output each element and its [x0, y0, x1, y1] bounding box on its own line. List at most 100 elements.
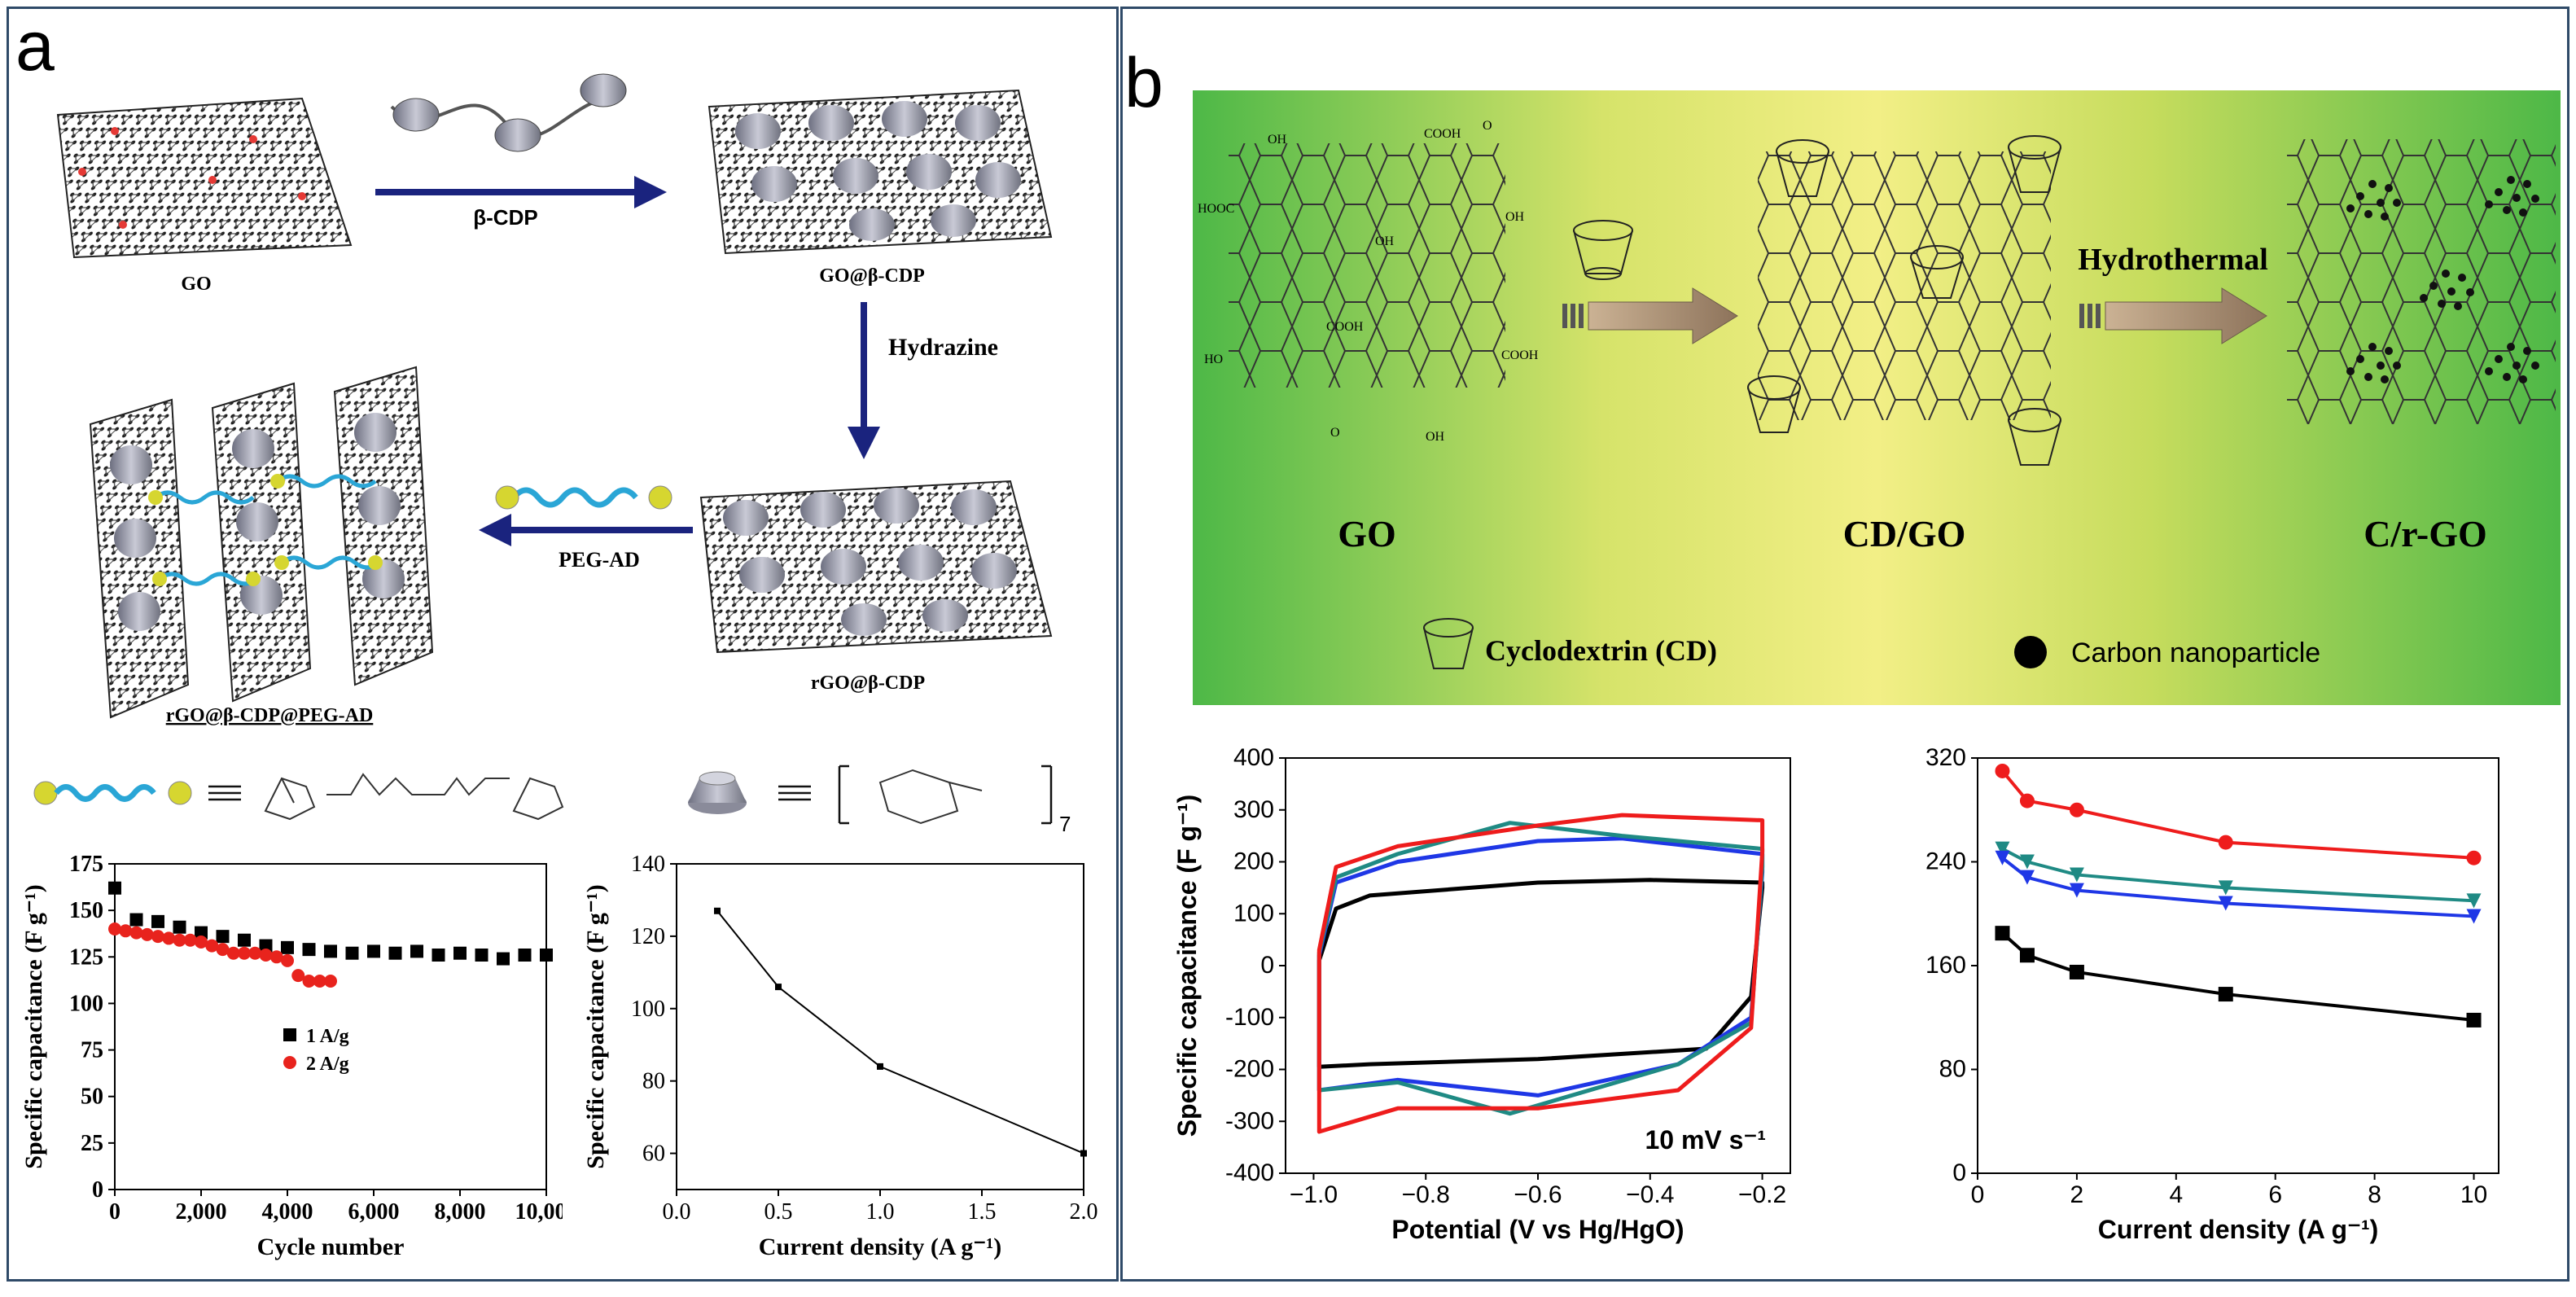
data-point-2Ag: [248, 946, 262, 960]
arrow-go-to-cdgo: [1562, 287, 1738, 344]
data-point-2Ag: [226, 946, 240, 960]
legend-label: 2 A/g: [306, 1054, 349, 1075]
x-tick-label: 6,000: [348, 1199, 400, 1225]
x-tick-label: 6: [2268, 1181, 2282, 1208]
scan-rate-annotation: 10 mV s⁻¹: [1645, 1125, 1766, 1155]
panel-a: a GO β-CDP GO@β-CDP Hy: [7, 7, 1119, 1282]
data-point-blue: [2218, 896, 2233, 911]
series-line: [716, 910, 1084, 1155]
y-tick-label: -200: [1225, 1056, 1274, 1083]
hydrothermal-label: Hydrothermal: [2078, 243, 2268, 277]
x-tick-label: 2.0: [1070, 1199, 1098, 1225]
go-hex-sheet: OH COOH O HOOC OH OH COOH HO COOH O OH: [1198, 119, 1539, 444]
panel-b-scheme: b OH COOH O HOOC OH OH COOH HO COOH O OH…: [1124, 44, 2561, 705]
y-axis-label: Specific capacitance (F g⁻¹): [582, 884, 609, 1168]
data-point-black: [2019, 948, 2035, 963]
crgo-hex-sheet: [2287, 139, 2556, 424]
data-point-2Ag: [173, 933, 186, 947]
data-point-1Ag: [475, 949, 488, 962]
svg-text:OH: OH: [1505, 210, 1525, 224]
y-tick-label: 200: [1233, 848, 1274, 875]
arrow2-label: Hydrazine: [888, 334, 998, 361]
y-tick-label: 80: [642, 1069, 665, 1094]
svg-text:COOH: COOH: [1501, 348, 1539, 362]
data-point-2Ag: [183, 933, 197, 947]
final-product-label: rGO@β-CDP@PEG-AD: [166, 705, 374, 726]
data-point-2Ag: [119, 924, 133, 938]
y-tick-label: 0: [92, 1177, 103, 1203]
rgo-cdp-label: rGO@β-CDP: [811, 673, 925, 694]
arrow1-label: β-CDP: [473, 205, 537, 230]
cv-curve-black: [1316, 878, 1765, 1069]
data-point-red: [2466, 850, 2482, 865]
x-tick-label: −1.0: [1290, 1181, 1338, 1208]
data-point-black: [2218, 987, 2233, 1002]
x-tick-label: 0.0: [663, 1199, 691, 1225]
cv-curve-red: [1316, 813, 1765, 1134]
data-point-2Ag: [216, 943, 230, 957]
data-point-teal: [1995, 841, 2010, 857]
repeat-subscript: 7: [1059, 812, 1071, 836]
svg-text:OH: OH: [1426, 430, 1445, 444]
x-tick-label: 4,000: [262, 1199, 313, 1225]
data-point-2Ag: [108, 922, 121, 936]
cv-curve-blue: [1316, 836, 1765, 1098]
data-point-1Ag: [432, 949, 445, 962]
go-label-b: GO: [1338, 513, 1396, 554]
y-tick-label: 320: [1925, 744, 1966, 771]
plot-frame: [114, 863, 547, 1190]
data-point-1Ag: [345, 946, 359, 960]
rgo-cdp-sheet: [699, 480, 1053, 654]
legend-marker: [283, 1056, 296, 1069]
data-point-teal: [2069, 867, 2084, 883]
x-tick-label: −0.4: [1626, 1181, 1674, 1208]
x-axis-label: Potential (V vs Hg/HgO): [1391, 1215, 1684, 1244]
x-axis-label: Cycle number: [257, 1233, 405, 1260]
data-point-red: [1995, 763, 2010, 778]
y-axis-label: Specific capacitance (F g⁻¹): [1172, 795, 1202, 1137]
y-tick-label: 160: [1925, 952, 1966, 979]
panel-a-letter: a: [15, 9, 55, 85]
data-point-1Ag: [216, 930, 230, 944]
go-sheet: [56, 97, 353, 259]
y-tick-label: 80: [1939, 1056, 1966, 1083]
y-tick-label: 300: [1233, 796, 1274, 823]
data-point-2Ag: [291, 969, 305, 983]
data-point-1Ag: [281, 940, 294, 954]
x-tick-label: −0.8: [1402, 1181, 1450, 1208]
y-tick-label: 140: [631, 852, 665, 877]
cdgo-hex-sheet: [1747, 135, 2061, 466]
svg-text:COOH: COOH: [1326, 320, 1364, 334]
y-tick-label: 100: [631, 997, 665, 1022]
x-tick-label: 1.0: [866, 1199, 895, 1225]
legend-cd-label: Cyclodextrin (CD): [1485, 634, 1717, 667]
x-tick-label: 0: [109, 1199, 120, 1225]
data-point-black: [2069, 964, 2084, 979]
data-point-1Ag: [259, 939, 273, 953]
data-point-1Ag: [173, 920, 186, 934]
y-tick-label: 50: [81, 1084, 103, 1110]
data-point-red: [2069, 802, 2084, 817]
x-tick-label: 0: [1971, 1181, 1985, 1208]
data-point-1Ag: [497, 952, 510, 966]
plot-frame: [676, 863, 1084, 1190]
arrow-cdgo-to-crgo: [2079, 287, 2267, 344]
data-point-1Ag: [518, 949, 532, 962]
x-tick-label: 8,000: [435, 1199, 486, 1225]
legend-cd-icon: [1423, 618, 1474, 669]
data-point: [714, 907, 721, 914]
cyclodextrin-cup-icon: [1573, 220, 1633, 280]
x-tick-label: −0.6: [1514, 1181, 1562, 1208]
data-point-blue: [2069, 883, 2084, 898]
data-point-1Ag: [302, 943, 316, 957]
data-point-red: [2019, 793, 2035, 808]
svg-text:O: O: [1483, 119, 1492, 133]
peg-ad-legend: [33, 773, 564, 821]
y-tick-label: 100: [1233, 900, 1274, 927]
y-tick-label: -100: [1225, 1004, 1274, 1031]
rate-capability-chart-a: 0.0 0.5 1.0 1.5 2.0 60 80 100 120 140 Current dens…: [582, 852, 1098, 1260]
x-axis-label: Current density (A g⁻¹): [759, 1233, 1001, 1260]
data-point-2Ag: [313, 975, 326, 988]
y-tick-label: 120: [631, 924, 665, 949]
data-point: [877, 1063, 883, 1070]
